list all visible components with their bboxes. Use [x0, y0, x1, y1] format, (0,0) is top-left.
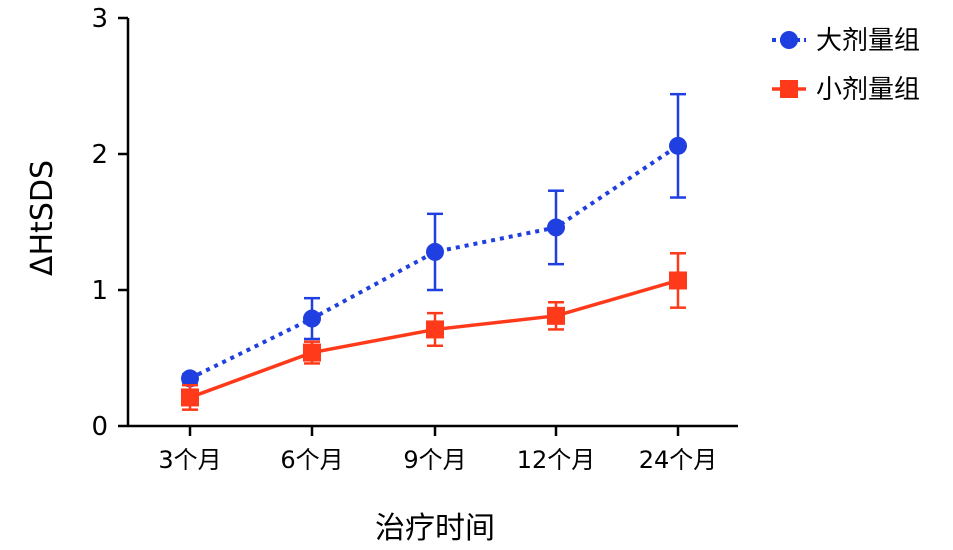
legend-label: 大剂量组: [816, 26, 920, 56]
y-tick-label: 3: [91, 4, 108, 34]
y-tick-label: 2: [91, 140, 108, 170]
data-point: [426, 242, 444, 261]
data-point: [547, 306, 565, 325]
x-axis-title: 治疗时间: [375, 511, 495, 546]
x-tick-label: 6个月: [280, 446, 343, 474]
legend-marker: [780, 80, 798, 98]
series-low-dose: [181, 252, 687, 411]
x-tick-label: 24个月: [639, 446, 718, 474]
legend-marker: [780, 31, 798, 49]
series-high-dose: [181, 92, 687, 388]
series-line: [189, 144, 680, 381]
x-tick-label: 9个月: [403, 446, 466, 474]
data-point: [303, 309, 321, 328]
data-point: [669, 136, 687, 155]
plot-area: [181, 92, 687, 411]
data-point: [181, 388, 199, 407]
data-point: [547, 218, 565, 237]
y-tick-label: 1: [91, 276, 108, 306]
data-point: [426, 320, 444, 339]
data-point: [669, 271, 687, 290]
y-axis-title: ΔHtSDS: [25, 160, 60, 276]
x-ticks: 3个月 6个月 9个月 12个月 24个月: [158, 426, 717, 474]
y-ticks: 0 1 2 3: [91, 4, 128, 442]
axes: 0 1 2 3 3个月 6个月 9个月 12个月 24个月: [91, 4, 738, 474]
y-tick-label: 0: [91, 412, 108, 442]
legend-item: 大剂量组: [772, 26, 920, 56]
x-tick-label: 12个月: [517, 446, 596, 474]
legend-item: 小剂量组: [772, 75, 920, 105]
data-point: [181, 369, 199, 388]
legend-label: 小剂量组: [816, 75, 920, 105]
data-point: [303, 343, 321, 362]
x-tick-label: 3个月: [158, 446, 221, 474]
